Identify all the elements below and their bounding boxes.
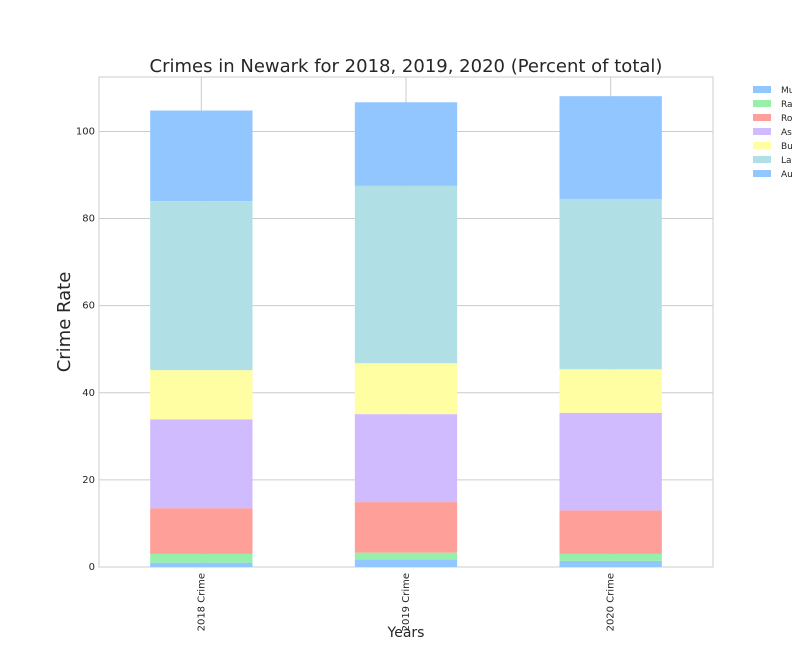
bar-segment [354,559,458,567]
bar-segment [354,414,458,503]
bars-group [150,96,662,567]
legend-label: Ra [781,100,792,110]
legend-label: Ro [781,114,792,124]
bar-segment [354,363,458,415]
bar-segment [354,102,458,186]
bar-segment [150,419,253,509]
y-axis-label: Crime Rate [54,272,75,373]
legend-swatch [753,128,771,135]
bar-segment [559,198,662,370]
y-tick-labels: 0 20 40 60 80 100 [76,126,95,573]
legend-swatch [753,156,771,163]
y-tick-label: 0 [89,562,95,573]
x-tick-label: 2019 Crime [401,573,412,631]
y-tick-label: 20 [82,475,95,486]
bar-segment [559,96,662,199]
bar-segment [354,502,458,553]
bar-segment [559,510,662,554]
bar-segment [559,560,662,567]
bar-segment [150,553,253,563]
chart-title: Crimes in Newark for 2018, 2019, 2020 (P… [150,56,663,77]
legend-label: Au [781,170,792,180]
x-tick-label: 2018 Crime [196,573,207,631]
y-tick-label: 40 [82,388,95,399]
legend-label: Bu [781,142,792,152]
x-tick-labels: 2018 Crime 2019 Crime 2020 Crime [196,573,616,631]
y-tick-label: 60 [82,301,95,312]
x-axis-label: Years [387,625,425,641]
legend-swatch [753,170,771,177]
bar-segment [559,412,662,511]
bar-segment [150,508,253,554]
legend-swatch [753,100,771,107]
y-tick-label: 80 [82,214,95,225]
bar-segment [150,201,253,371]
legend-swatch [753,86,771,93]
legend-swatch [753,142,771,149]
legend: Mu Ra Ro As Bu La Au [753,86,792,180]
bar-segment [354,552,458,560]
bar-segment [559,369,662,413]
bar-segment [354,185,458,364]
bar-segment [150,370,253,420]
legend-label: La [781,156,792,166]
legend-label: As [781,128,792,138]
bar-segment [150,562,253,567]
x-tick-label: 2020 Crime [606,573,617,631]
legend-label: Mu [781,86,792,96]
y-tick-label: 100 [76,126,95,137]
bar-segment [559,553,662,561]
legend-swatch [753,114,771,121]
bar-segment [150,110,253,202]
